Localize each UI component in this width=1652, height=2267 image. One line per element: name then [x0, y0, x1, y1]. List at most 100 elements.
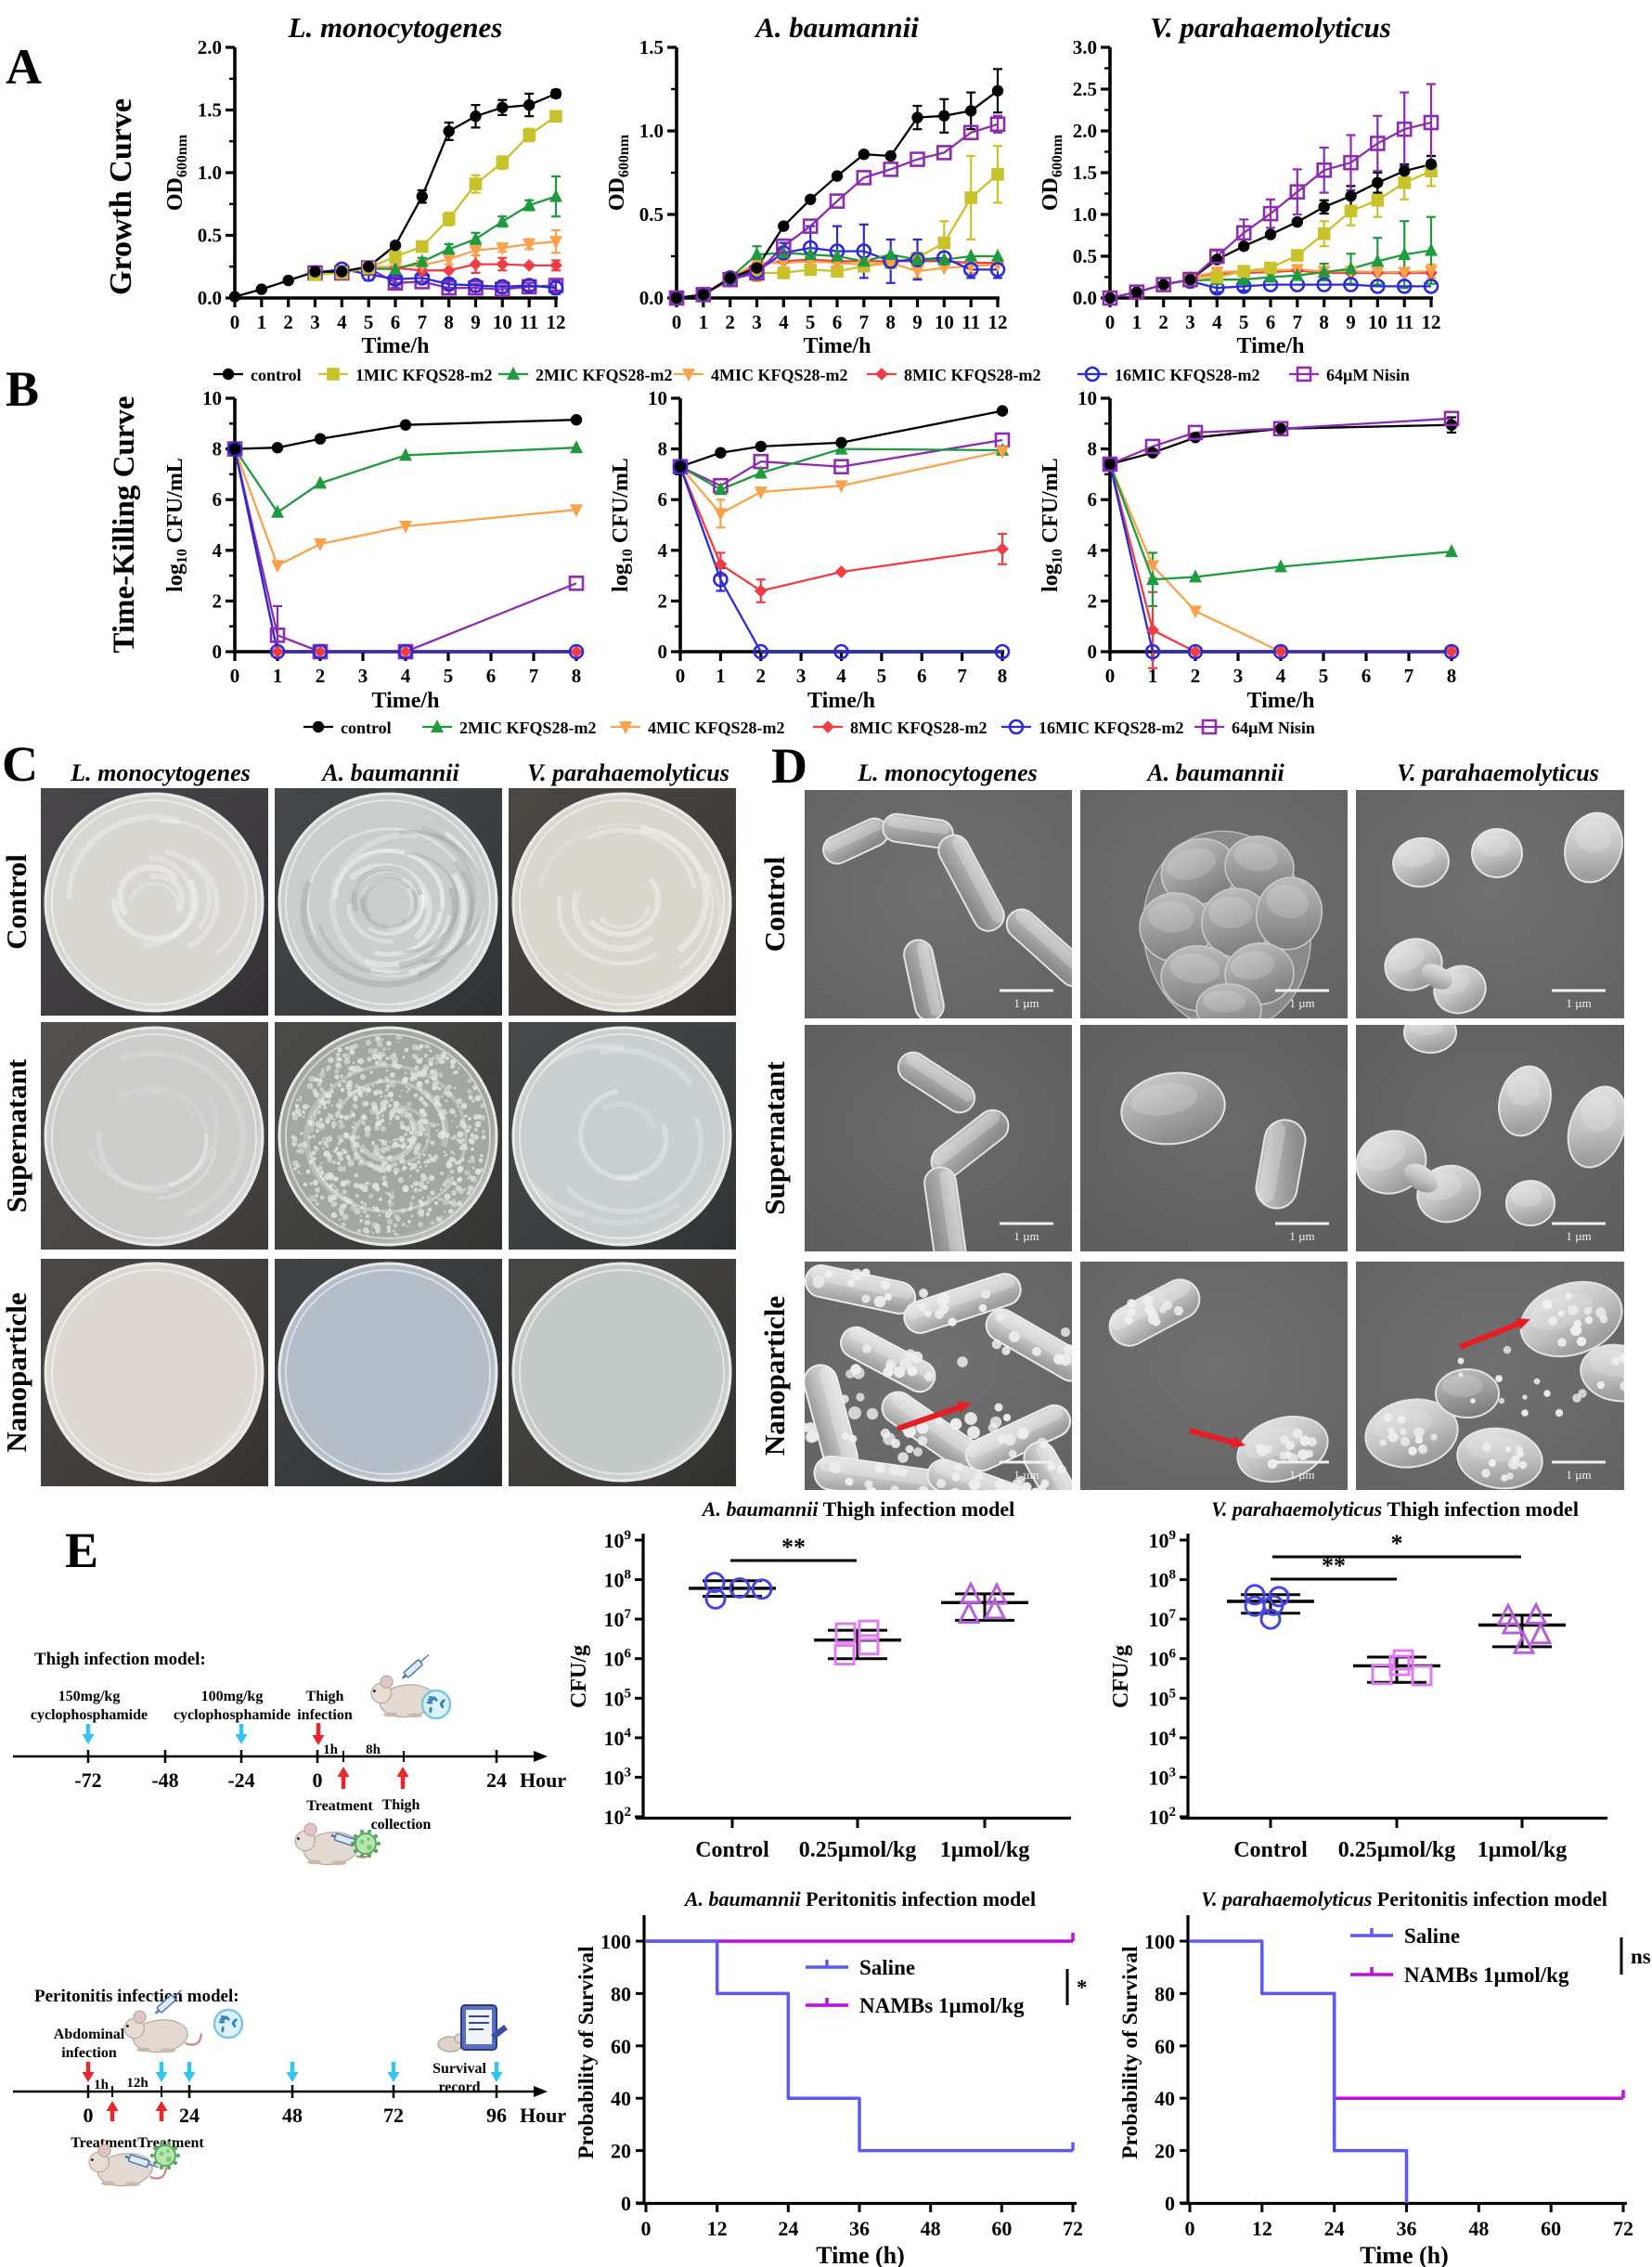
svg-text:72: 72 — [1063, 2217, 1083, 2240]
svg-text:A. baumannii: A. baumannii — [320, 759, 459, 786]
svg-text:36: 36 — [1397, 2217, 1417, 2240]
svg-text:1 µm: 1 µm — [1013, 1229, 1039, 1243]
svg-text:80: 80 — [611, 1982, 631, 2005]
svg-text:Survival: Survival — [432, 2061, 486, 2077]
svg-text:Treatment: Treatment — [71, 2135, 137, 2151]
svg-text:12: 12 — [1252, 2217, 1272, 2240]
svg-text:72: 72 — [383, 2104, 404, 2127]
svg-text:16MIC KFQS28-m2: 16MIC KFQS28-m2 — [1115, 366, 1260, 384]
svg-text:Control: Control — [1233, 1838, 1308, 1862]
svg-text:collection: collection — [371, 1817, 432, 1833]
svg-text:3.0: 3.0 — [1073, 36, 1097, 58]
svg-text:1: 1 — [273, 665, 283, 687]
svg-text:16MIC KFQS28-m2: 16MIC KFQS28-m2 — [1039, 719, 1184, 737]
svg-text:V. parahaemolyticus Peritoniti: V. parahaemolyticus Peritonitis infectio… — [1201, 1887, 1607, 1911]
svg-text:10: 10 — [1368, 311, 1387, 333]
svg-text:infection: infection — [61, 2045, 117, 2061]
svg-text:Probability of Survival: Probability of Survival — [574, 1946, 599, 2159]
svg-text:102: 102 — [1149, 1805, 1177, 1829]
svg-text:OD600nm: OD600nm — [605, 134, 632, 211]
svg-text:-24: -24 — [227, 1768, 254, 1792]
svg-text:*: * — [1077, 1976, 1088, 2000]
svg-text:0.0: 0.0 — [639, 287, 664, 309]
svg-text:40: 40 — [611, 2087, 631, 2110]
svg-text:3: 3 — [752, 311, 762, 333]
svg-text:NAMBs 1µmol/kg: NAMBs 1µmol/kg — [859, 1994, 1025, 2017]
svg-text:1 µm: 1 µm — [1566, 1468, 1591, 1482]
svg-text:64µM Nisin: 64µM Nisin — [1232, 719, 1315, 737]
svg-text:109: 109 — [1149, 1528, 1177, 1552]
svg-text:Time (h): Time (h) — [816, 2242, 905, 2267]
svg-text:3: 3 — [796, 665, 807, 687]
svg-text:ns: ns — [1631, 1945, 1651, 1968]
svg-text:L. monocytogenes: L. monocytogenes — [857, 759, 1038, 786]
svg-text:2: 2 — [1191, 665, 1201, 687]
svg-text:1 µm: 1 µm — [1013, 996, 1039, 1010]
svg-text:105: 105 — [1149, 1686, 1177, 1710]
svg-text:3: 3 — [1185, 311, 1195, 333]
svg-text:10: 10 — [935, 311, 954, 333]
svg-text:109: 109 — [604, 1528, 632, 1552]
svg-text:4: 4 — [213, 539, 223, 562]
svg-text:Thigh infection model:: Thigh infection model: — [34, 1650, 206, 1669]
svg-text:2: 2 — [658, 589, 668, 612]
svg-text:1.5: 1.5 — [1073, 162, 1097, 184]
svg-text:6: 6 — [658, 488, 668, 511]
svg-text:0: 0 — [621, 2192, 631, 2215]
svg-text:Time (h): Time (h) — [1360, 2242, 1449, 2267]
svg-text:B: B — [6, 361, 39, 417]
svg-text:1 µm: 1 µm — [1289, 996, 1314, 1010]
svg-text:1: 1 — [1148, 665, 1158, 687]
svg-text:1.0: 1.0 — [639, 120, 664, 142]
svg-text:4: 4 — [337, 311, 347, 333]
svg-text:60: 60 — [991, 2217, 1012, 2240]
svg-text:1.0: 1.0 — [198, 162, 222, 184]
svg-text:A. baumannii Peritonitis infec: A. baumannii Peritonitis infection model — [683, 1887, 1036, 1911]
svg-text:36: 36 — [849, 2217, 870, 2240]
svg-text:1: 1 — [1132, 311, 1142, 333]
svg-text:2MIC KFQS28-m2: 2MIC KFQS28-m2 — [536, 366, 673, 384]
svg-text:12: 12 — [547, 311, 566, 333]
svg-text:3: 3 — [1233, 665, 1244, 687]
svg-text:12h: 12h — [126, 2076, 148, 2091]
svg-text:Supernatant: Supernatant — [0, 1058, 32, 1212]
svg-text:6: 6 — [1266, 311, 1276, 333]
svg-text:40: 40 — [1155, 2087, 1175, 2110]
svg-text:Abdominal: Abdominal — [54, 2027, 125, 2042]
svg-text:5: 5 — [444, 665, 454, 687]
svg-text:control: control — [251, 366, 302, 384]
svg-text:1.0: 1.0 — [1073, 203, 1097, 226]
svg-text:CFU/g: CFU/g — [1109, 1645, 1133, 1708]
svg-text:1 µm: 1 µm — [1566, 1229, 1591, 1243]
svg-text:3: 3 — [310, 311, 320, 333]
svg-text:5: 5 — [877, 665, 887, 687]
svg-text:8: 8 — [444, 311, 454, 333]
svg-text:48: 48 — [282, 2104, 303, 2127]
svg-text:150mg/kg: 150mg/kg — [58, 1689, 121, 1704]
svg-text:24: 24 — [179, 2104, 200, 2127]
svg-text:Time/h: Time/h — [372, 689, 440, 713]
svg-text:Thigh: Thigh — [306, 1689, 344, 1704]
svg-text:3: 3 — [358, 665, 368, 687]
svg-text:Control: Control — [0, 854, 32, 950]
svg-text:100: 100 — [600, 1930, 631, 1953]
svg-text:2.0: 2.0 — [198, 36, 222, 58]
svg-text:Time/h: Time/h — [807, 689, 875, 713]
svg-text:4: 4 — [401, 665, 411, 687]
svg-text:0.0: 0.0 — [1073, 287, 1097, 309]
svg-text:107: 107 — [1149, 1607, 1177, 1631]
svg-text:48: 48 — [1468, 2217, 1489, 2240]
svg-text:102: 102 — [604, 1805, 632, 1829]
svg-text:NAMBs 1µmol/kg: NAMBs 1µmol/kg — [1404, 1963, 1569, 1987]
svg-text:10: 10 — [1078, 387, 1097, 409]
svg-text:OD600nm: OD600nm — [1039, 134, 1065, 211]
svg-text:0: 0 — [1165, 2192, 1175, 2215]
svg-text:0: 0 — [1105, 665, 1116, 687]
svg-text:8: 8 — [572, 665, 582, 687]
svg-text:V. parahaemolyticus: V. parahaemolyticus — [1397, 759, 1599, 786]
svg-text:64µM Nisin: 64µM Nisin — [1326, 366, 1410, 384]
svg-text:1 µm: 1 µm — [1566, 996, 1591, 1010]
svg-text:2.5: 2.5 — [1073, 78, 1097, 100]
svg-text:0.5: 0.5 — [198, 225, 222, 247]
svg-text:Nanoparticle: Nanoparticle — [758, 1296, 791, 1456]
